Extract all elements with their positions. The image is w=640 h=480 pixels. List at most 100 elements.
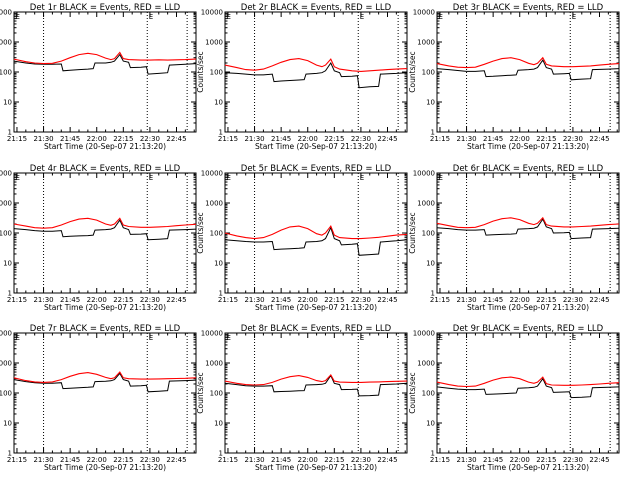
panel-1-ytick-label: 1000 <box>0 39 12 47</box>
panel-7-xtick-label: 21:15 <box>7 456 27 464</box>
panel-5-xtick-label: 21:30 <box>244 296 264 304</box>
panel-9-ylabel: Counts/sec <box>408 372 417 413</box>
panel-5-xlabel: Start Time (20-Sep-07 21:13:20) <box>255 303 377 312</box>
panel-2-title: Det 2r BLACK = Events, RED = LLD <box>241 3 392 13</box>
panel-1-title: Det 1r BLACK = Events, RED = LLD <box>30 3 181 13</box>
panel-7-ytick-label: 1 <box>8 450 12 458</box>
panel-5-ytick-label: 10000 <box>201 170 223 178</box>
panel-3-ytick-label: 1 <box>431 129 435 137</box>
panel-3-marker-label: E <box>439 13 443 21</box>
panel-9-xtick-label: 21:15 <box>430 456 450 464</box>
panel-1-marker-label: E <box>149 13 153 21</box>
panel-3-events-line <box>436 59 620 81</box>
panel-4-lld-line <box>13 217 197 229</box>
panel-3-marker-label: E <box>572 13 576 21</box>
panel-4-xtick-label: 21:45 <box>60 296 80 304</box>
panel-2-frame <box>224 11 408 133</box>
panel-8-ytick-label: 1000 <box>205 360 223 368</box>
panel-6-xtick-label: 21:45 <box>483 296 503 304</box>
panel-1-xtick-label: 21:15 <box>7 135 27 143</box>
panel-9-xlabel: Start Time (20-Sep-07 21:13:20) <box>467 463 589 472</box>
panel-4-marker-label: E <box>16 174 20 182</box>
panel-7-xlabel: Start Time (20-Sep-07 21:13:20) <box>44 463 166 472</box>
panel-4-xtick-label: 21:15 <box>7 296 27 304</box>
panel-8-marker-label: E <box>360 334 364 342</box>
panel-2-ytick-label: 10000 <box>201 9 223 17</box>
panel-1-lld-line <box>13 51 197 65</box>
panel-7-marker-label: E <box>149 334 153 342</box>
panel-2-ytick-label: 1 <box>219 129 223 137</box>
panel-6-ytick-label: 10000 <box>413 170 435 178</box>
panel-6-xtick-label: 22:00 <box>510 296 530 304</box>
panel-3-ytick-label: 10 <box>426 99 435 107</box>
panel-3-xtick-label: 22:45 <box>589 135 609 143</box>
panel-6-title: Det 6r BLACK = Events, RED = LLD <box>453 164 604 174</box>
panel-5-ytick-label: 100 <box>210 230 223 238</box>
panel-3-xtick-label: 22:30 <box>563 135 583 143</box>
panel-5-lld-line <box>224 224 408 240</box>
panel-1-ytick-label: 1 <box>8 129 12 137</box>
panel-7-frame <box>13 332 197 454</box>
panel-2-ytick-label: 1000 <box>205 39 223 47</box>
panel-7-ytick-label: 10000 <box>0 330 12 338</box>
panel-1-events-line <box>13 53 197 75</box>
panel-3-lld-line <box>436 56 620 69</box>
panel-2-xtick-label: 22:00 <box>298 135 318 143</box>
panel-9-ytick-label: 100 <box>422 390 435 398</box>
panel-5-xtick-label: 21:45 <box>271 296 291 304</box>
panel-3-xtick-label: 22:00 <box>510 135 530 143</box>
panel-2-xtick-label: 21:15 <box>218 135 238 143</box>
panel-5-marker-label: E <box>360 174 364 182</box>
panel-1-xtick-label: 22:30 <box>140 135 160 143</box>
panel-6-xtick-label: 22:45 <box>589 296 609 304</box>
panel-4-xtick-label: 22:15 <box>113 296 133 304</box>
panel-2-events-line <box>224 61 408 89</box>
panel-4-xtick-label: 22:00 <box>87 296 107 304</box>
panel-5-xtick-label: 22:00 <box>298 296 318 304</box>
panel-6-xtick-label: 22:15 <box>536 296 556 304</box>
panel-2-xlabel: Start Time (20-Sep-07 21:13:20) <box>255 142 377 151</box>
panel-8-xtick-label: 21:15 <box>218 456 238 464</box>
panel-1-xlabel: Start Time (20-Sep-07 21:13:20) <box>44 142 166 151</box>
panel-2-xtick-label: 21:30 <box>244 135 264 143</box>
panel-3-ytick-label: 10000 <box>413 9 435 17</box>
panel-4-xlabel: Start Time (20-Sep-07 21:13:20) <box>44 303 166 312</box>
panel-5-marker-label: E <box>227 174 231 182</box>
panel-5-ytick-label: 1000 <box>205 200 223 208</box>
panel-8-ytick-label: 1 <box>219 450 223 458</box>
panel-8-title: Det 8r BLACK = Events, RED = LLD <box>241 324 392 334</box>
panel-7-xtick-label: 21:30 <box>33 456 53 464</box>
panel-9-ytick-label: 1000 <box>417 360 435 368</box>
panel-5-title: Det 5r BLACK = Events, RED = LLD <box>241 164 392 174</box>
panel-7-lld-line <box>13 371 197 383</box>
panel-7-title: Det 7r BLACK = Events, RED = LLD <box>30 324 181 334</box>
panel-7-xtick-label: 22:45 <box>166 456 186 464</box>
panel-9-title: Det 9r BLACK = Events, RED = LLD <box>453 324 604 334</box>
panel-1-xtick-label: 22:45 <box>166 135 186 143</box>
panel-8-xtick-label: 22:30 <box>351 456 371 464</box>
panel-9-marker-label: E <box>572 334 576 342</box>
panel-8-xtick-label: 21:30 <box>244 456 264 464</box>
panel-6-xlabel: Start Time (20-Sep-07 21:13:20) <box>467 303 589 312</box>
panel-2-marker-label: E <box>360 13 364 21</box>
panel-8-events-line <box>224 374 408 397</box>
panel-1-xtick-label: 21:30 <box>33 135 53 143</box>
panel-7-events-line <box>13 372 197 393</box>
panel-6-ytick-label: 100 <box>422 230 435 238</box>
panel-3-ylabel: Counts/sec <box>408 51 417 92</box>
panel-6-ytick-label: 10 <box>426 260 435 268</box>
panel-5-xtick-label: 21:15 <box>218 296 238 304</box>
panel-5-ytick-label: 10 <box>214 260 223 268</box>
panel-4-ytick-label: 10000 <box>0 170 12 178</box>
panel-1-ytick-label: 10000 <box>0 9 12 17</box>
panel-9-marker-label: E <box>439 334 443 342</box>
panel-4-events-line <box>13 219 197 241</box>
panel-3-xtick-label: 22:15 <box>536 135 556 143</box>
panel-4-ytick-label: 1000 <box>0 200 12 208</box>
panel-3-xtick-label: 21:45 <box>483 135 503 143</box>
panel-9-events-line <box>436 377 620 399</box>
panel-7-ytick-label: 1000 <box>0 360 12 368</box>
panel-9-lld-line <box>436 376 620 388</box>
panel-2-ytick-label: 100 <box>210 69 223 77</box>
panel-9-xtick-label: 22:45 <box>589 456 609 464</box>
